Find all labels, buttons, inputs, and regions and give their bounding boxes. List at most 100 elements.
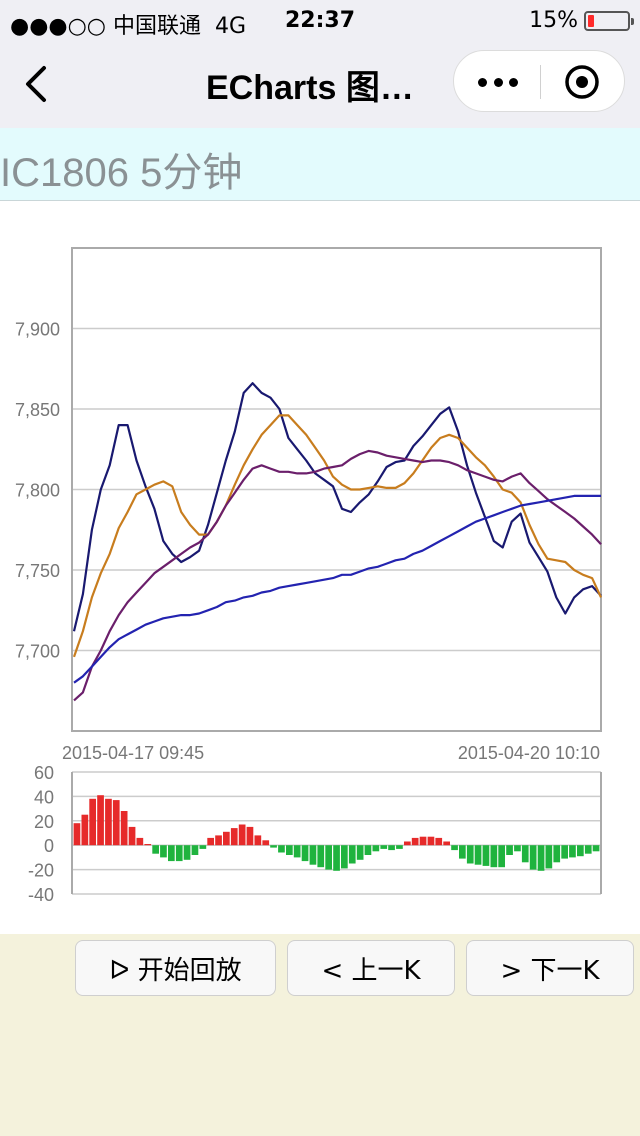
histogram-bar [152, 845, 159, 854]
histogram-bar [443, 841, 450, 846]
battery-icon [584, 10, 634, 31]
histogram-y-tick-label: -20 [28, 861, 54, 881]
histogram-bar [372, 845, 380, 852]
histogram-bar [286, 845, 293, 855]
histogram-bar [105, 798, 112, 846]
histogram-bar [474, 845, 482, 865]
histogram-bar [191, 845, 199, 855]
histogram-bar [333, 845, 340, 871]
page-title: IC1806 5分钟 [0, 151, 243, 195]
histogram-bar [482, 845, 490, 866]
battery-indicator: 15% [529, 8, 634, 33]
carrier-signal: ●●●○○ 中国联通 4G [10, 14, 247, 39]
mini-program-capsule [453, 50, 625, 112]
histogram-bar [168, 845, 175, 862]
previous-k-button[interactable]: < 上一K [287, 940, 455, 996]
histogram-bar [529, 845, 537, 870]
histogram-bar [388, 845, 395, 851]
histogram-bar [537, 845, 545, 871]
histogram-bar [128, 826, 136, 846]
series-line-2 [72, 414, 602, 658]
histogram-bar [490, 845, 498, 868]
nav-title: ECharts 图… [206, 69, 414, 107]
histogram-bar [309, 845, 317, 865]
histogram-bar [120, 811, 128, 846]
histogram-bar [89, 798, 96, 846]
histogram-bar [160, 845, 167, 858]
target-close-icon[interactable] [563, 63, 601, 101]
main-plot-frame [71, 247, 602, 732]
histogram-bar [459, 845, 466, 859]
histogram-bar [254, 835, 262, 846]
histogram-bar [435, 837, 443, 846]
histogram-bar [466, 845, 474, 864]
histogram-bar [293, 845, 301, 858]
histogram-bar [230, 828, 238, 846]
series-line-3 [73, 449, 602, 702]
histogram-bar [223, 831, 230, 846]
histogram-bar [317, 845, 325, 868]
histogram-y-tick-label: 60 [34, 763, 54, 783]
histogram-bar [112, 800, 120, 846]
histogram-bar [396, 845, 403, 849]
histogram-bar [246, 826, 254, 846]
histogram-bar [506, 845, 513, 855]
histogram-bar [136, 837, 144, 846]
nav-bar: ECharts 图… [0, 40, 640, 128]
histogram-y-tick-label: 0 [44, 836, 54, 856]
histogram-bar [553, 845, 561, 863]
y-axis-tick-label: 7,850 [15, 400, 60, 420]
histogram-bar [348, 845, 356, 864]
histogram-bar [199, 845, 207, 849]
histogram-bar [144, 844, 152, 846]
series-line-4 [73, 494, 601, 684]
histogram-y-tick-label: -40 [28, 885, 54, 905]
histogram-bar [584, 845, 592, 854]
histogram-bar [521, 845, 529, 863]
y-axis-tick-label: 7,700 [15, 642, 60, 662]
histogram-bar [545, 845, 553, 869]
histogram-bar [97, 795, 104, 846]
histogram-bar [451, 845, 458, 851]
histogram-y-tick-label: 40 [34, 787, 54, 807]
histogram-bar [301, 845, 309, 862]
histogram-bar [215, 835, 222, 846]
series-line-1 [72, 382, 602, 632]
histogram-bar [278, 845, 285, 853]
histogram-bar [411, 837, 419, 846]
kline-chart[interactable]: 7,700 7,750 7,800 7,850 7,900 2015-04-17 09:4… [0, 200, 640, 934]
x-axis-label-end: 2015-04-20 10:10 [458, 743, 600, 763]
y-axis-tick-label: 7,750 [15, 561, 60, 581]
clock: 22:37 [284, 8, 356, 33]
histogram-bar [514, 845, 521, 852]
histogram-y-tick-label: 20 [34, 812, 54, 832]
histogram-bar [569, 845, 576, 858]
histogram-bar [380, 845, 388, 849]
histogram-bar [207, 837, 214, 846]
back-chevron-icon[interactable] [18, 62, 54, 106]
y-axis-tick-label: 7,900 [15, 320, 60, 340]
histogram-bar [427, 836, 435, 846]
histogram-bar [561, 845, 568, 859]
battery-percent: 15% [529, 8, 578, 33]
histogram-bar [592, 845, 600, 852]
histogram-bar [498, 845, 505, 868]
histogram-bar [238, 824, 246, 846]
more-dots-icon[interactable] [478, 67, 518, 97]
histogram-bar [404, 841, 411, 846]
histogram-bar [175, 845, 183, 862]
y-axis-tick-label: 7,800 [15, 481, 60, 501]
histogram-bar [81, 814, 89, 846]
histogram-bar [73, 823, 81, 846]
chart-title-strip: IC1806 5分钟 [0, 128, 640, 201]
status-bar: ●●●○○ 中国联通 4G 22:37 15% [0, 0, 640, 40]
histogram-bar [262, 840, 270, 846]
next-k-button[interactable]: > 下一K [466, 940, 634, 996]
histogram-bar [341, 845, 348, 869]
histogram-bar [364, 845, 372, 855]
control-panel: ᐅ 开始回放 < 上一K > 下一K [0, 934, 640, 1136]
start-replay-button[interactable]: ᐅ 开始回放 [75, 940, 276, 996]
histogram-bar [270, 845, 277, 848]
capsule-divider [540, 65, 541, 99]
x-axis-label-start: 2015-04-17 09:45 [62, 743, 204, 763]
